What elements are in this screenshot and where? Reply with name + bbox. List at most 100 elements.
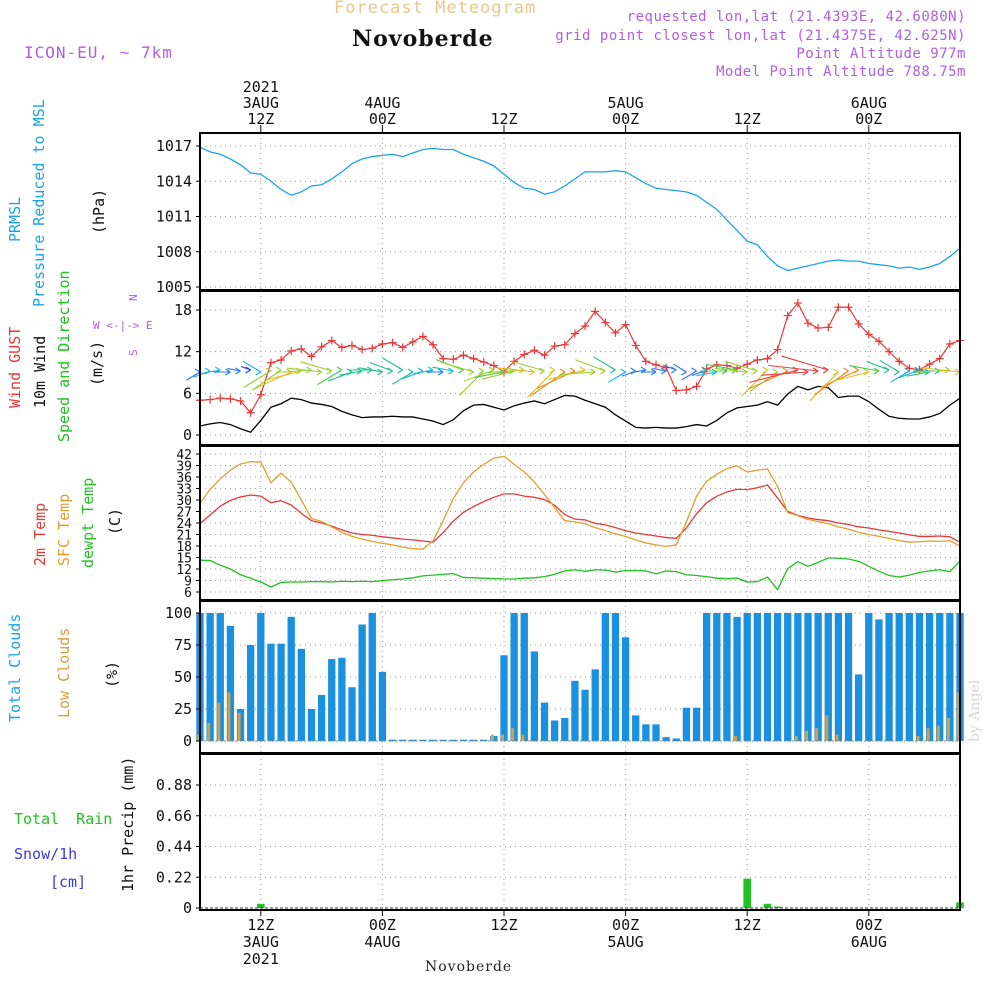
compass-we: W <-|-> E xyxy=(93,319,153,332)
subtitle: Forecast Meteogram xyxy=(334,0,537,18)
model-label: ICON-EU, ~ 7km xyxy=(24,43,173,62)
total-cloud-bar xyxy=(399,739,407,741)
total-cloud-bar xyxy=(368,613,376,741)
y-tick-label: 42 xyxy=(176,448,192,463)
wind-arrow xyxy=(510,360,545,372)
low-cloud-bar xyxy=(926,728,930,741)
wind-arrow xyxy=(432,366,454,372)
x-tick-label-top: 4AUG xyxy=(364,94,400,112)
total-cloud-bar xyxy=(733,616,741,741)
total-cloud-bar xyxy=(865,613,873,741)
low-cloud-bar xyxy=(916,735,920,741)
wind-arrow xyxy=(631,369,646,374)
x-tick-label-top: 00Z xyxy=(855,110,882,128)
total-cloud-bar xyxy=(642,724,650,741)
gust-marker xyxy=(874,337,883,346)
total-cloud-bar xyxy=(247,645,255,741)
gust-marker xyxy=(814,324,823,333)
gust-marker xyxy=(348,341,356,350)
wind-arrow-head xyxy=(822,366,829,374)
low-cloud-bar xyxy=(815,728,819,741)
wind-arrow-head xyxy=(387,367,393,375)
total-cloud-bar xyxy=(226,625,235,741)
gust-marker xyxy=(641,357,650,366)
x-tick-label-bottom: 12Z xyxy=(734,916,761,934)
wind-arrow xyxy=(413,369,434,375)
x-tick-label-top: 12Z xyxy=(734,110,761,128)
clouds-unit: (%) xyxy=(103,660,121,688)
temp-dewpt-label: dewpt Temp xyxy=(79,477,97,568)
total-cloud-bar xyxy=(419,739,427,741)
total-cloud-bar xyxy=(915,613,924,741)
y-tick-label: 0 xyxy=(183,732,192,750)
gridpoint-coords: grid point closest lon,lat (21.4375E, 42… xyxy=(555,28,966,44)
total-cloud-bar xyxy=(439,739,447,741)
requested-coords: requested lon,lat (21.4393E, 42.6080N) xyxy=(626,9,966,25)
rain-bar xyxy=(743,878,751,908)
wind-arrow-head xyxy=(893,368,900,376)
total-cloud-bar xyxy=(692,707,701,741)
wind-arrow-head xyxy=(752,367,758,375)
wind-arrow xyxy=(575,359,606,372)
total-cloud-bar xyxy=(297,648,305,741)
gust-marker xyxy=(246,408,255,417)
x-tick-label-bottom: 5AUG xyxy=(608,933,644,951)
wind-arrow xyxy=(714,367,748,373)
wind-arrow-head xyxy=(681,368,687,376)
gust-marker xyxy=(216,394,225,403)
gust-marker xyxy=(540,351,549,360)
y-tick-label: 0 xyxy=(183,426,192,444)
y-tick-label: 0.66 xyxy=(156,807,192,825)
wind-arrow xyxy=(201,369,221,374)
wind-arrow-head xyxy=(336,366,343,374)
total-cloud-bar xyxy=(358,624,366,741)
total-cloud-bar xyxy=(925,613,934,741)
total-cloud-bar xyxy=(328,659,336,741)
gust-marker xyxy=(489,361,498,370)
gust-marker xyxy=(773,345,782,354)
low-cloud-bar xyxy=(511,728,515,741)
wind-arrow xyxy=(652,367,667,372)
wind-arrow xyxy=(463,369,495,382)
model-altitude: Model Point Altitude 788.75m xyxy=(715,64,966,80)
total-cloud-bar xyxy=(500,655,508,741)
wind-arrow-head xyxy=(589,368,596,376)
wind-arrow xyxy=(833,371,869,382)
wind-arrow xyxy=(749,369,799,383)
wind-arrow-head xyxy=(873,367,880,375)
x-tick-label-bottom: 3AUG xyxy=(243,933,279,951)
wind-arrow-head xyxy=(448,367,454,375)
page-title: Novoberde xyxy=(352,26,494,52)
low-cloud-bar xyxy=(207,723,211,741)
gust-marker xyxy=(621,320,630,329)
wind-arrow xyxy=(768,364,819,372)
wind-arrow xyxy=(227,368,241,372)
low-cloud-bar xyxy=(936,725,940,741)
total-cloud-bar xyxy=(317,694,326,741)
total-cloud-bar xyxy=(480,739,488,741)
wind-arrow xyxy=(497,367,535,373)
total-cloud-bar xyxy=(804,613,812,741)
wind-arrow-head xyxy=(549,366,555,374)
y-tick-label: 39 xyxy=(176,460,192,475)
wind-arrow-head xyxy=(630,367,637,375)
gust-marker xyxy=(783,311,792,320)
x-tick-label-bottom: 00Z xyxy=(369,916,396,934)
wind-arrow xyxy=(761,371,809,376)
pressure-label-prmsl: PRMSL xyxy=(6,196,24,242)
total-cloud-bar xyxy=(540,702,549,741)
wind-arrow-head xyxy=(691,367,697,375)
gust-marker xyxy=(885,347,894,356)
pressure-line xyxy=(199,146,961,272)
gust-marker xyxy=(550,342,559,351)
wind-arrow-head xyxy=(660,367,667,375)
wind-gust-line xyxy=(199,301,961,414)
wind-arrow-head xyxy=(255,368,262,376)
wind-arrow-head xyxy=(539,367,545,375)
gust-marker xyxy=(256,390,265,399)
gust-marker xyxy=(692,382,701,391)
x-tick-label-bottom: 00Z xyxy=(612,916,639,934)
total-cloud-bar xyxy=(743,613,751,741)
